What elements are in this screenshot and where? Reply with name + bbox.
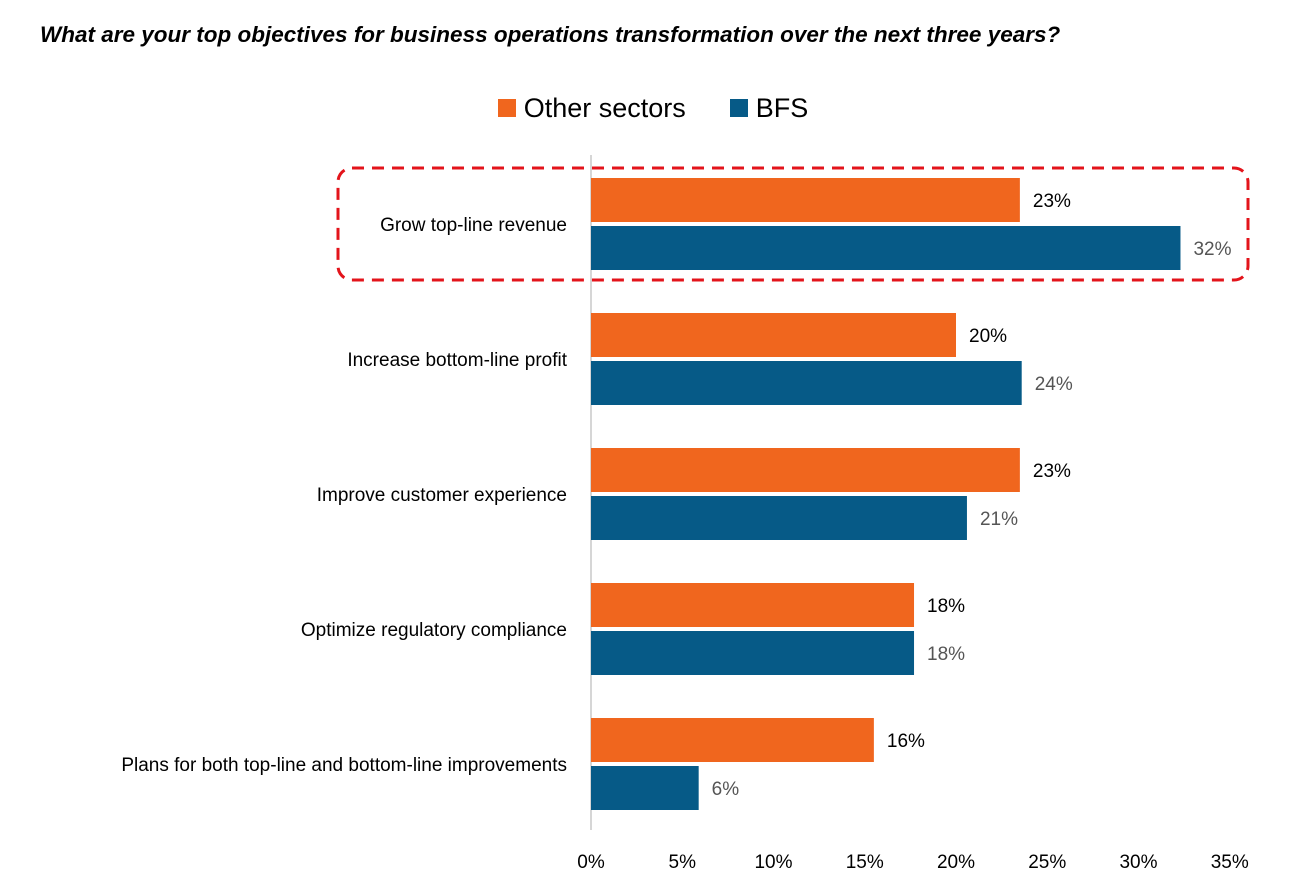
x-tick-label-0: 0% — [577, 852, 605, 873]
category-label-improve-customer-experience: Improve customer experience — [317, 485, 567, 506]
highlight-box — [336, 166, 1250, 282]
data-label-other-sectors-improve-customer-experience: 23% — [1033, 461, 1071, 482]
x-tick-label-25: 25% — [1028, 852, 1066, 873]
x-tick-label-20: 20% — [937, 852, 975, 873]
data-label-bfs-improve-customer-experience: 21% — [980, 509, 1018, 530]
x-tick-label-30: 30% — [1119, 852, 1157, 873]
x-tick-label-35: 35% — [1211, 852, 1249, 873]
data-label-bfs-optimize-regulatory-compliance: 18% — [927, 644, 965, 665]
bar-bfs-plans-for-both-top-line-and-bottom-line-improvements — [591, 766, 699, 810]
bar-bfs-grow-top-line-revenue — [591, 226, 1181, 270]
bar-other-sectors-grow-top-line-revenue — [591, 178, 1020, 222]
legend-swatch-bfs — [729, 99, 748, 117]
data-label-other-sectors-plans-for-both-top-line-and-bottom-line-improvements: 16% — [887, 731, 925, 752]
category-label-plans-for-both-top-line-and-bottom-line-improvements: Plans for both top-line and bottom-line … — [121, 755, 567, 776]
x-tick-label-10: 10% — [754, 852, 792, 873]
data-label-bfs-grow-top-line-revenue: 32% — [1193, 239, 1231, 260]
category-label-grow-top-line-revenue: Grow top-line revenue — [380, 215, 567, 236]
x-tick-label-15: 15% — [846, 852, 884, 873]
data-label-bfs-plans-for-both-top-line-and-bottom-line-improvements: 6% — [712, 779, 740, 800]
bar-other-sectors-increase-bottom-line-profit — [591, 313, 956, 357]
bar-other-sectors-plans-for-both-top-line-and-bottom-line-improvements — [591, 718, 874, 762]
category-label-increase-bottom-line-profit: Increase bottom-line profit — [347, 350, 567, 371]
chart-title: What are your top objectives for busines… — [40, 22, 1061, 47]
data-label-other-sectors-optimize-regulatory-compliance: 18% — [927, 596, 965, 617]
bar-bfs-optimize-regulatory-compliance — [591, 631, 915, 675]
bar-other-sectors-improve-customer-experience — [591, 448, 1020, 492]
bar-other-sectors-optimize-regulatory-compliance — [591, 583, 915, 627]
bar-bfs-improve-customer-experience — [591, 496, 967, 540]
legend-label-bfs: BFS — [755, 92, 809, 123]
legend-swatch-other-sectors — [497, 99, 516, 117]
data-label-other-sectors-increase-bottom-line-profit: 20% — [969, 326, 1007, 347]
x-tick-label-5: 5% — [669, 852, 697, 873]
legend-item-other-sectors: Other sectors — [468, 93, 686, 124]
data-label-other-sectors-grow-top-line-revenue: 23% — [1033, 191, 1071, 212]
category-label-optimize-regulatory-compliance: Optimize regulatory compliance — [301, 620, 567, 641]
bar-bfs-increase-bottom-line-profit — [591, 361, 1022, 405]
legend: Other sectors BFS — [0, 90, 1290, 126]
legend-label-other-sectors: Other sectors — [523, 92, 686, 123]
legend-item-bfs: BFS — [700, 92, 809, 124]
data-label-bfs-increase-bottom-line-profit: 24% — [1035, 374, 1073, 395]
